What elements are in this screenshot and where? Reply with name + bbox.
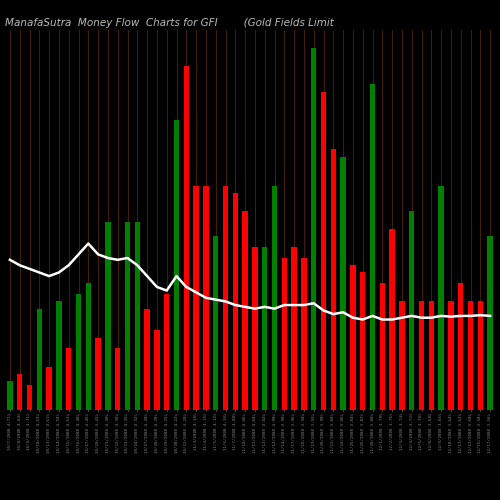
Bar	[96, 338, 101, 410]
Bar	[340, 156, 346, 410]
Bar	[272, 186, 277, 410]
Bar	[428, 302, 434, 410]
Bar	[399, 302, 404, 410]
Bar	[262, 247, 268, 410]
Bar	[311, 48, 316, 410]
Bar	[76, 294, 81, 410]
Bar	[232, 193, 238, 410]
Bar	[194, 186, 199, 410]
Bar	[174, 120, 179, 410]
Bar	[350, 265, 356, 410]
Bar	[144, 308, 150, 410]
Bar	[125, 222, 130, 410]
Bar	[438, 186, 444, 410]
Bar	[184, 66, 189, 410]
Bar	[17, 374, 22, 410]
Bar	[448, 302, 454, 410]
Bar	[134, 222, 140, 410]
Bar	[282, 258, 287, 410]
Bar	[468, 302, 473, 410]
Bar	[360, 272, 366, 410]
Bar	[86, 284, 91, 410]
Bar	[46, 366, 52, 410]
Bar	[36, 308, 42, 410]
Text: ManafaSutra  Money Flow  Charts for GFI        (Gold Fields Limit: ManafaSutra Money Flow Charts for GFI (G…	[5, 18, 334, 28]
Bar	[164, 294, 170, 410]
Bar	[478, 302, 483, 410]
Bar	[301, 258, 306, 410]
Bar	[409, 211, 414, 410]
Bar	[213, 236, 218, 410]
Bar	[154, 330, 160, 410]
Bar	[223, 186, 228, 410]
Bar	[370, 84, 375, 410]
Bar	[390, 229, 395, 410]
Bar	[105, 222, 110, 410]
Bar	[330, 150, 336, 410]
Bar	[66, 348, 71, 410]
Bar	[292, 247, 297, 410]
Bar	[380, 284, 385, 410]
Bar	[115, 348, 120, 410]
Bar	[27, 384, 32, 410]
Bar	[252, 247, 258, 410]
Bar	[321, 92, 326, 410]
Bar	[419, 302, 424, 410]
Bar	[7, 381, 12, 410]
Bar	[203, 186, 208, 410]
Bar	[488, 236, 493, 410]
Bar	[56, 302, 62, 410]
Bar	[242, 211, 248, 410]
Bar	[458, 284, 464, 410]
